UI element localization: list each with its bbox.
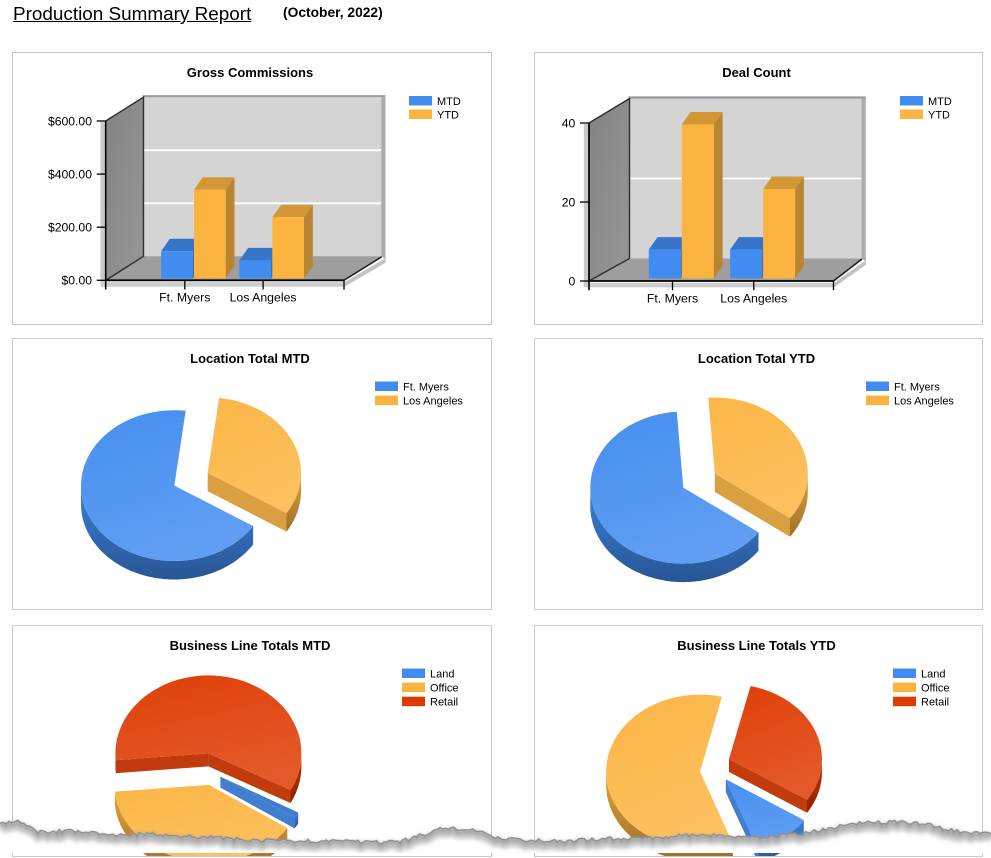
svg-text:Office: Office <box>921 683 950 695</box>
svg-text:$0.00: $0.00 <box>62 274 93 288</box>
svg-text:Location Total YTD: Location Total YTD <box>698 351 815 366</box>
svg-text:Land: Land <box>921 669 945 681</box>
svg-text:Los Angeles: Los Angeles <box>403 396 463 408</box>
svg-text:Gross Commissions: Gross Commissions <box>187 65 313 80</box>
svg-text:Ft. Myers: Ft. Myers <box>159 291 210 305</box>
svg-text:Office: Office <box>430 683 459 695</box>
svg-text:$400.00: $400.00 <box>48 167 92 181</box>
svg-text:Retail: Retail <box>921 697 949 709</box>
svg-text:Ft. Myers: Ft. Myers <box>647 291 698 305</box>
svg-text:MTD: MTD <box>437 96 461 108</box>
svg-text:Retail: Retail <box>430 697 458 709</box>
svg-text:Los Angeles: Los Angeles <box>230 291 297 305</box>
svg-text:$600.00: $600.00 <box>48 114 92 128</box>
svg-text:MTD: MTD <box>928 96 952 108</box>
svg-text:20: 20 <box>562 195 576 209</box>
svg-text:Land: Land <box>430 669 454 681</box>
svg-text:YTD: YTD <box>928 110 950 122</box>
svg-text:Ft. Myers: Ft. Myers <box>403 382 449 394</box>
svg-text:Ft. Myers: Ft. Myers <box>894 382 940 394</box>
svg-text:Location Total MTD: Location Total MTD <box>190 351 310 366</box>
svg-text:$200.00: $200.00 <box>48 221 92 235</box>
svg-text:Deal Count: Deal Count <box>722 65 791 80</box>
svg-text:Business Line Totals YTD: Business Line Totals YTD <box>677 638 835 653</box>
svg-text:0: 0 <box>569 274 576 288</box>
svg-text:Business Line Totals MTD: Business Line Totals MTD <box>170 638 331 653</box>
svg-text:40: 40 <box>562 116 576 130</box>
svg-text:YTD: YTD <box>437 110 459 122</box>
svg-text:Los Angeles: Los Angeles <box>720 291 787 305</box>
svg-text:Los Angeles: Los Angeles <box>894 396 954 408</box>
